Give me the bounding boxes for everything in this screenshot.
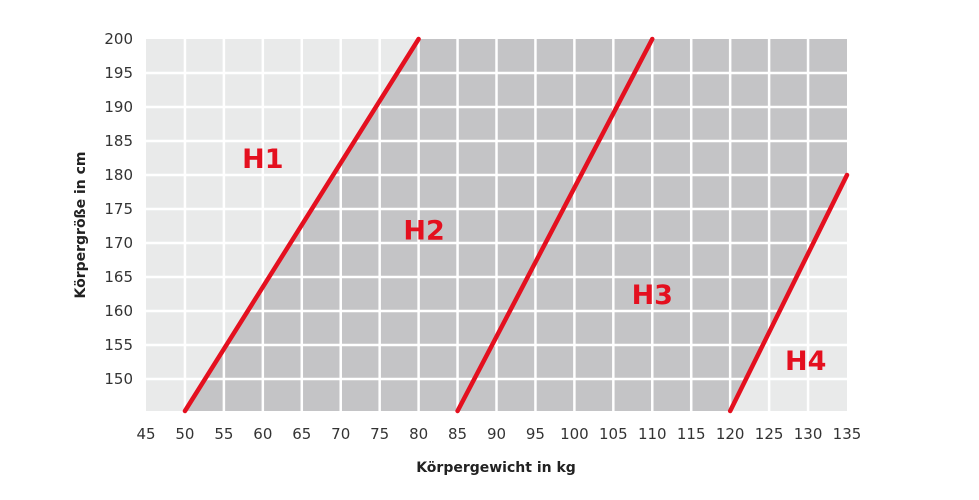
y-tick-label: 200 [104, 30, 133, 48]
x-tick-label: 60 [253, 425, 272, 443]
x-tick-label: 75 [370, 425, 389, 443]
x-axis-label: Körpergewicht in kg [416, 460, 576, 476]
y-tick-label: 175 [104, 200, 133, 218]
boundary-line [727, 172, 850, 414]
x-tick-label: 45 [136, 425, 155, 443]
y-tick-label: 170 [104, 234, 133, 252]
zone-label: H3 [632, 280, 673, 311]
y-tick-label: 195 [104, 64, 133, 82]
x-tick-label: 110 [638, 425, 667, 443]
boundary-line [182, 36, 421, 414]
y-tick-label: 155 [104, 336, 133, 354]
zone-labels: H1 H2 H3 H4 [242, 144, 826, 377]
x-tick-label: 70 [331, 425, 350, 443]
x-tick-label: 95 [526, 425, 545, 443]
grid [146, 39, 847, 411]
x-tick-label: 130 [794, 425, 823, 443]
zone-label: H2 [403, 215, 444, 246]
x-tick-label: 135 [833, 425, 862, 443]
dark-region [184, 39, 847, 411]
y-tick-label: 180 [104, 166, 133, 184]
zone-label: H4 [785, 346, 826, 377]
series-lines [182, 36, 850, 414]
zone-label: H1 [242, 144, 283, 175]
x-ticks: 45 50 55 60 65 70 75 80 85 90 95 100 105 110 115 120 125… [136, 425, 861, 443]
y-tick-label: 160 [104, 302, 133, 320]
y-tick-label: 150 [104, 370, 133, 388]
y-tick-label: 185 [104, 132, 133, 150]
boundary-line [455, 36, 655, 414]
y-axis-label: Körpergröße in cm [73, 151, 89, 298]
x-tick-label: 100 [560, 425, 589, 443]
y-tick-label: 190 [104, 98, 133, 116]
x-tick-label: 55 [214, 425, 233, 443]
x-tick-label: 125 [755, 425, 784, 443]
x-tick-label: 50 [175, 425, 194, 443]
x-tick-label: 120 [716, 425, 745, 443]
x-tick-label: 85 [448, 425, 467, 443]
y-ticks: 150 155 160 165 170 175 180 185 190 195 200 [104, 30, 133, 388]
y-tick-label: 165 [104, 268, 133, 286]
x-tick-label: 65 [292, 425, 311, 443]
x-tick-label: 80 [409, 425, 428, 443]
x-tick-label: 105 [599, 425, 628, 443]
x-tick-label: 90 [487, 425, 506, 443]
x-tick-label: 115 [677, 425, 706, 443]
